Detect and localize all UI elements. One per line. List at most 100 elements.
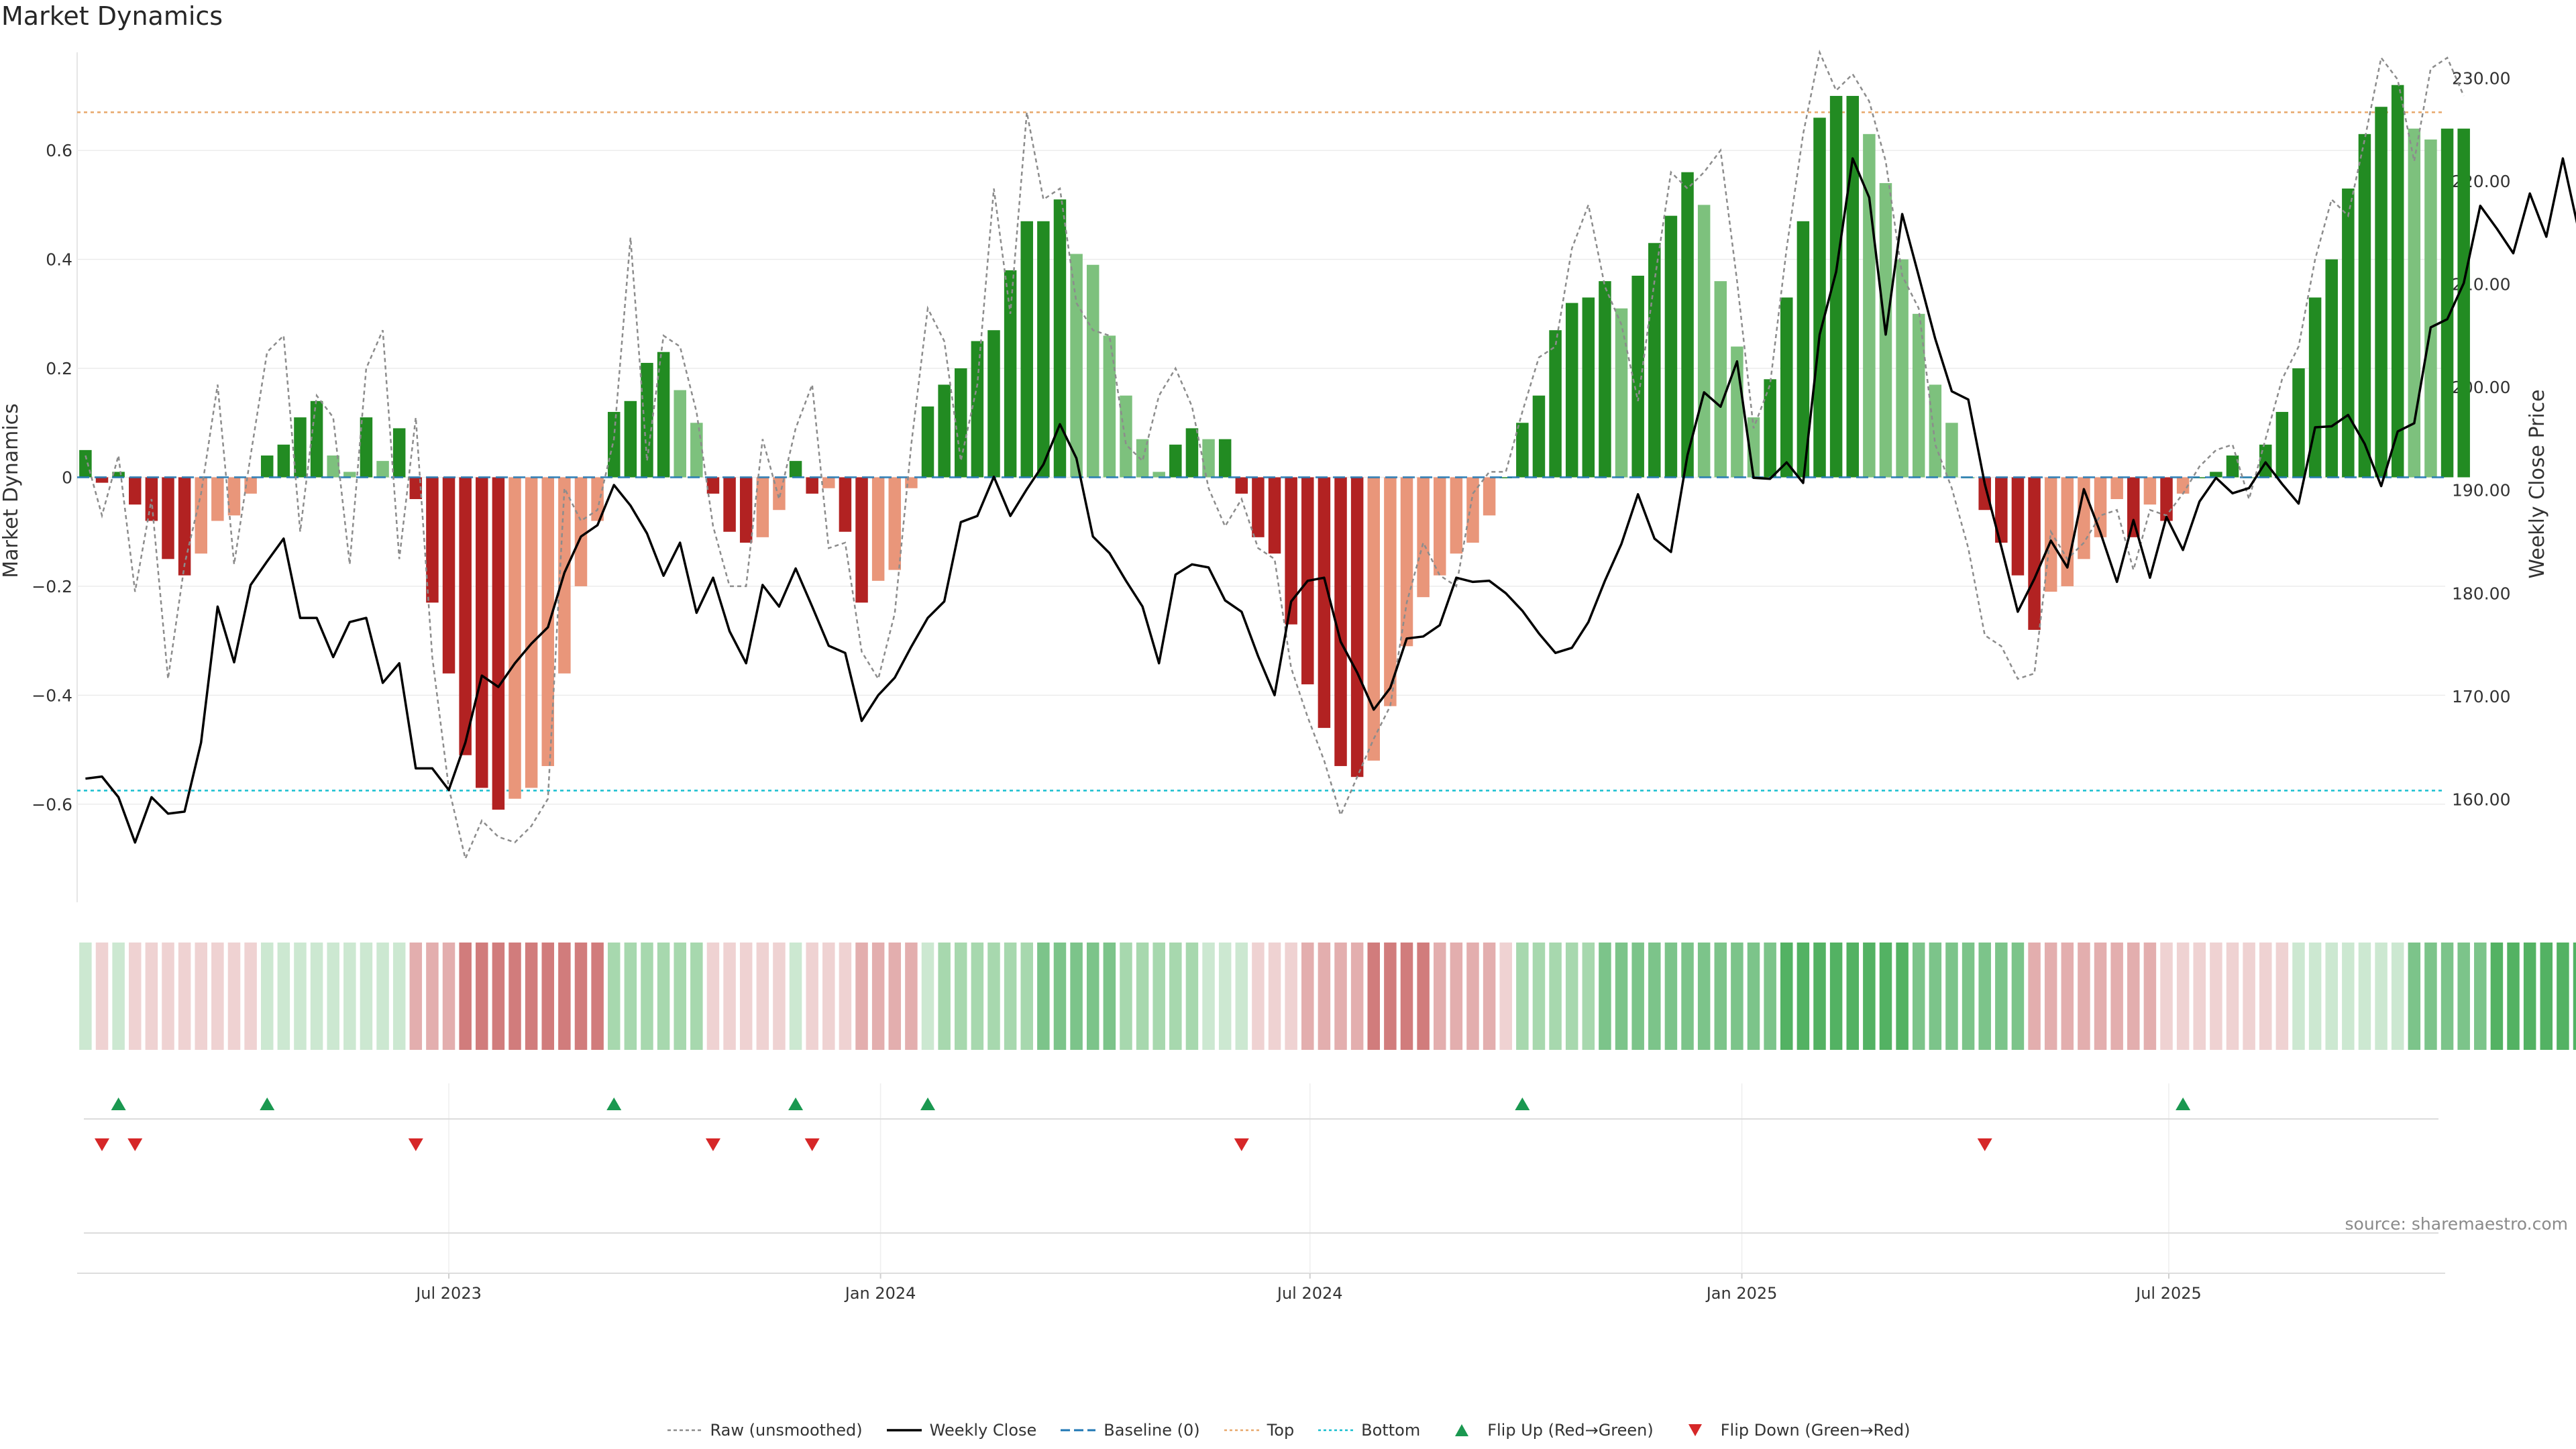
heat-band-cell	[1268, 943, 1281, 1050]
dynamics-bar	[2391, 85, 2404, 478]
heat-band-cell	[1565, 943, 1578, 1050]
dynamics-bar	[2424, 139, 2437, 478]
dynamics-bar	[1318, 477, 1331, 729]
heat-band-cell	[1301, 943, 1314, 1050]
dynamics-bar	[1053, 199, 1067, 478]
dynamics-bar	[1004, 270, 1017, 478]
dynamics-bar	[756, 477, 769, 537]
dynamics-bar	[2259, 444, 2272, 478]
dynamics-bar	[1152, 472, 1165, 478]
heat-band-cell	[79, 943, 92, 1050]
dynamics-bar	[476, 477, 488, 788]
dynamics-bar	[1978, 477, 1991, 511]
dynamics-bar	[955, 368, 967, 478]
heat-band-cell	[2457, 943, 2470, 1050]
heat-band-cell	[1334, 943, 1347, 1050]
heat-band-cell	[277, 943, 290, 1050]
dynamics-bar	[178, 477, 191, 576]
heat-band-cell	[1879, 943, 1892, 1050]
dynamics-bar	[310, 400, 323, 478]
heat-band-cell	[789, 943, 802, 1050]
dynamics-bar	[79, 449, 92, 478]
dynamics-bar	[723, 477, 736, 532]
heat-band-cell	[624, 943, 637, 1050]
dynamics-bar	[129, 477, 142, 505]
heat-band-cell	[971, 943, 984, 1050]
dynamics-bar	[1582, 297, 1595, 478]
dynamics-bar	[294, 417, 307, 478]
dynamics-bar	[1714, 281, 1727, 478]
dynamics-bar	[2028, 477, 2041, 630]
dynamics-bar	[2176, 477, 2190, 494]
heat-band-cell	[607, 943, 621, 1050]
legend: Raw (unsmoothed) Weekly Close Baseline (0)…	[0, 1421, 2576, 1440]
y-axis-label: Market Dynamics	[0, 403, 23, 578]
heat-band-cell	[674, 943, 686, 1050]
y-tick-label: −0.4	[32, 686, 72, 705]
dynamics-bar	[624, 400, 637, 478]
heat-band-cell	[1400, 943, 1413, 1050]
dynamics-bar	[1483, 477, 1496, 516]
dynamics-bar	[1384, 477, 1397, 706]
heat-band-cell	[260, 943, 274, 1050]
dynamics-bar	[508, 477, 521, 799]
y-tick-label: 0	[62, 468, 72, 488]
dynamics-bar	[938, 384, 951, 478]
dynamics-bar	[2440, 128, 2454, 478]
heat-band-cell	[409, 943, 423, 1050]
dynamics-bar	[871, 477, 885, 581]
legend-label: Bottom	[1361, 1421, 1421, 1440]
heat-band-cell	[244, 943, 257, 1050]
heat-band-cell	[706, 943, 720, 1050]
dynamics-bar	[2061, 477, 2074, 586]
y-tick-label: 0.4	[46, 250, 72, 270]
x-tick-label: Jul 2023	[415, 1284, 482, 1303]
legend-item-top: Top	[1223, 1421, 1294, 1440]
heat-band-cell	[1697, 943, 1711, 1050]
dynamics-bar	[459, 477, 472, 755]
heat-band-cell	[1235, 943, 1248, 1050]
dynamics-bar	[2011, 477, 2025, 576]
dynamics-bar	[1995, 477, 2008, 543]
heat-band-cell	[327, 943, 339, 1050]
heat-band-cell	[95, 943, 109, 1050]
heat-band-cell	[871, 943, 885, 1050]
dynamics-bar	[1070, 254, 1083, 478]
heat-band-cell	[2507, 943, 2520, 1050]
heat-band-cell	[1285, 943, 1297, 1050]
heat-band-cell	[1631, 943, 1644, 1050]
heat-band-cell	[2523, 943, 2536, 1050]
dynamics-bar	[1764, 379, 1776, 478]
heat-band-cell	[839, 943, 852, 1050]
heat-band-cell	[1483, 943, 1496, 1050]
heat-band-cell	[1103, 943, 1116, 1050]
dynamics-bar	[1218, 439, 1232, 478]
dynamics-bar	[1780, 297, 1793, 478]
chart-title: Market Dynamics	[1, 1, 223, 31]
heat-band-cell	[1664, 943, 1678, 1050]
dynamics-bar	[1185, 428, 1199, 478]
dynamics-bar	[1896, 259, 1909, 478]
heat-band-cell	[1929, 943, 1942, 1050]
heat-band-cell	[2210, 943, 2222, 1050]
dynamics-bar	[1367, 477, 1381, 761]
legend-swatch	[1688, 1424, 1702, 1436]
heat-band-cell	[2127, 943, 2140, 1050]
dynamics-bar	[2457, 128, 2470, 478]
heat-band-cell	[739, 943, 753, 1050]
flip-up-marker	[606, 1097, 622, 1110]
legend-swatch	[1455, 1424, 1469, 1436]
dynamics-bar	[541, 477, 555, 766]
dynamics-bar	[1086, 264, 1099, 478]
heat-band-cell	[2375, 943, 2387, 1050]
heat-band-cell	[1731, 943, 1743, 1050]
heat-band-cell	[558, 943, 571, 1050]
y2-tick-label: 160.00	[2452, 790, 2510, 809]
heat-band-cell	[1796, 943, 1810, 1050]
x-tick-label: Jan 2025	[1705, 1284, 1778, 1303]
heat-band-cell	[1367, 943, 1381, 1050]
heat-band-cell	[1978, 943, 1991, 1050]
heat-band-cell	[723, 943, 736, 1050]
heat-band-cell	[2540, 943, 2553, 1050]
